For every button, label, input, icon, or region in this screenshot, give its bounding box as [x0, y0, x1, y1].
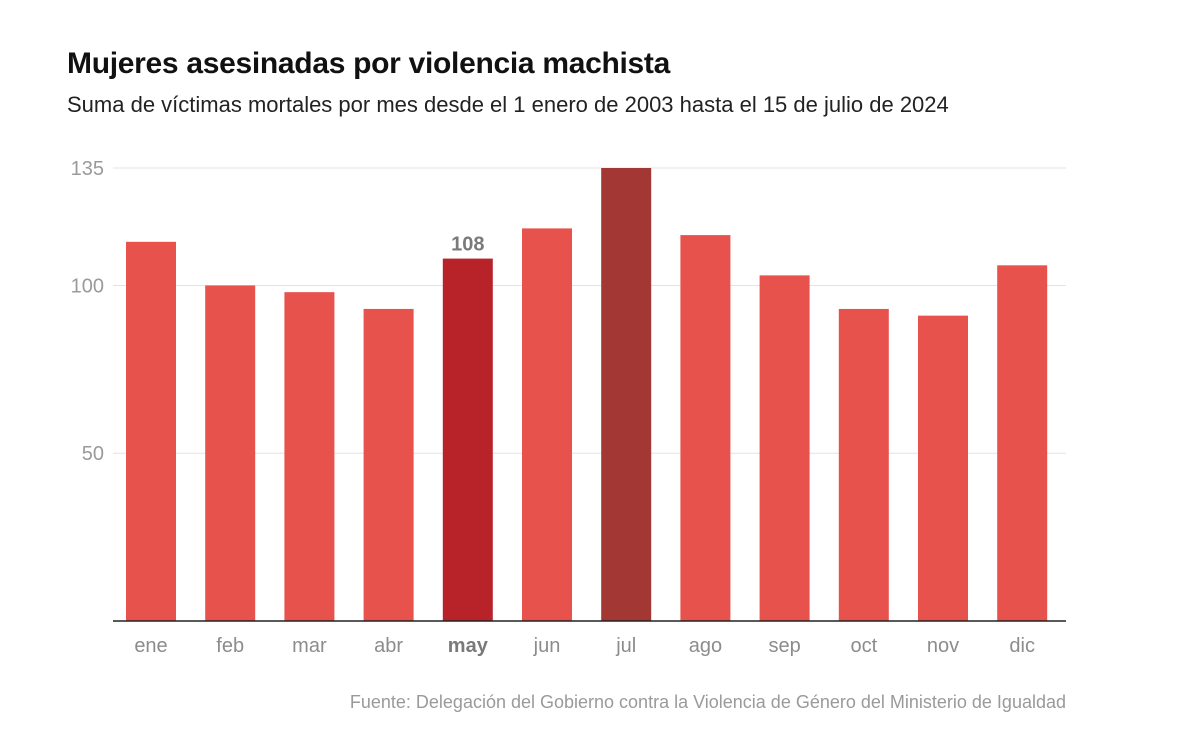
bar-ene — [126, 241, 176, 622]
bar-oct — [838, 308, 889, 621]
source-note: Fuente: Delegación del Gobierno contra l… — [349, 692, 1066, 712]
x-tick-label-abr: abr — [374, 635, 403, 657]
chart-subtitle: Suma de víctimas mortales por mes desde … — [67, 92, 949, 117]
bars — [126, 168, 1048, 622]
x-tick-label-may: may — [448, 635, 489, 657]
y-tick-label: 50 — [82, 443, 104, 465]
y-axis-ticks: 50 100 135 — [71, 158, 104, 465]
x-tick-label-sep: sep — [768, 635, 800, 657]
bar-jul — [601, 168, 652, 621]
y-tick-label: 100 — [71, 275, 104, 297]
y-tick-label: 135 — [71, 158, 104, 180]
x-tick-label-ago: ago — [689, 635, 722, 657]
bar-chart: 50 100 135 108 ene feb mar abr may jun jul ago sep… — [71, 158, 1066, 657]
x-tick-label-nov: nov — [927, 635, 959, 657]
bar-may — [442, 258, 493, 621]
bar-dic — [997, 265, 1048, 621]
bar-abr — [363, 308, 414, 621]
bar-sep — [759, 275, 810, 621]
grid-lines — [113, 167, 1066, 454]
x-tick-label-feb: feb — [216, 635, 244, 657]
x-tick-label-dic: dic — [1009, 635, 1035, 657]
bar-jun — [522, 228, 572, 621]
data-label-may: 108 — [451, 234, 484, 256]
x-tick-label-oct: oct — [850, 635, 877, 657]
bar-nov — [918, 315, 968, 621]
bar-feb — [205, 285, 256, 621]
x-tick-label-jul: jul — [615, 635, 636, 657]
chart-title: Mujeres asesinadas por violencia machist… — [67, 47, 670, 80]
x-tick-label-mar: mar — [292, 635, 327, 657]
x-axis-labels: ene feb mar abr may jun jul ago sep oct nov dic — [134, 635, 1035, 657]
x-tick-label-jun: jun — [533, 635, 561, 657]
x-tick-label-ene: ene — [134, 635, 167, 657]
data-labels: 108 — [451, 234, 484, 256]
bar-mar — [284, 292, 335, 621]
bar-ago — [680, 235, 731, 621]
